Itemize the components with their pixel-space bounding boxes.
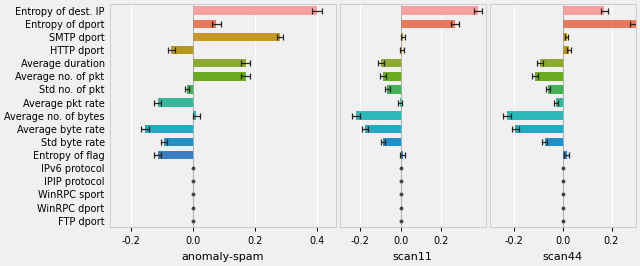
Bar [563, 20, 636, 28]
Bar [563, 6, 604, 15]
Bar [157, 98, 193, 107]
Bar [193, 33, 280, 41]
Bar [401, 46, 402, 54]
X-axis label: anomaly-spam: anomaly-spam [181, 252, 264, 262]
Bar [193, 111, 196, 120]
X-axis label: scan44: scan44 [543, 252, 583, 262]
Bar [563, 46, 569, 54]
Bar [365, 124, 401, 133]
Bar [401, 33, 403, 41]
Bar [164, 138, 193, 146]
Bar [548, 85, 563, 94]
Bar [545, 138, 563, 146]
Bar [401, 6, 477, 15]
X-axis label: scan11: scan11 [393, 252, 433, 262]
Bar [399, 98, 401, 107]
Bar [535, 72, 563, 81]
Bar [172, 46, 193, 54]
Bar [157, 151, 193, 159]
Bar [563, 33, 566, 41]
Bar [356, 111, 401, 120]
Bar [193, 72, 246, 81]
Bar [515, 124, 563, 133]
Bar [381, 59, 401, 68]
Bar [193, 20, 216, 28]
Bar [401, 20, 456, 28]
Bar [193, 59, 246, 68]
Bar [387, 85, 401, 94]
Bar [556, 98, 563, 107]
Bar [540, 59, 563, 68]
Bar [187, 85, 193, 94]
Bar [193, 6, 317, 15]
Bar [383, 138, 401, 146]
Bar [145, 124, 193, 133]
Bar [401, 151, 403, 159]
Bar [383, 72, 401, 81]
Bar [507, 111, 563, 120]
Bar [563, 151, 566, 159]
